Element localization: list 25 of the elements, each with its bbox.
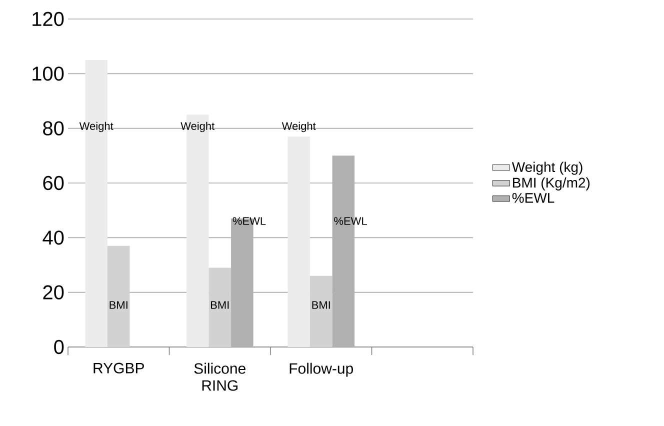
- annotation: %EWL: [334, 217, 367, 225]
- y-tick-label: 60: [43, 176, 64, 190]
- y-tick-label: 0: [54, 340, 64, 354]
- x-tick-label: Silicone RING: [194, 362, 246, 391]
- annotation: BMI: [312, 301, 330, 309]
- x-tick-label: RYGBP: [94, 362, 144, 374]
- legend-label: %EWL: [512, 193, 554, 203]
- bar: [310, 276, 332, 347]
- annotation: BMI: [211, 301, 229, 309]
- y-tick-label: 120: [32, 12, 64, 26]
- annotation: BMI: [110, 301, 128, 309]
- annotation: %EWL: [232, 217, 266, 225]
- y-tick-label: 100: [32, 66, 64, 81]
- annotation: Weight: [282, 122, 316, 132]
- y-tick-label: 80: [43, 121, 64, 136]
- annotation: Weight: [79, 122, 114, 132]
- legend-label: BMI (Kg/m2): [513, 177, 590, 190]
- x-tick-label: Follow-up: [290, 362, 353, 377]
- bar: [107, 246, 130, 347]
- y-tick-label: 40: [42, 230, 64, 245]
- bar: [288, 136, 310, 347]
- y-tick-label: 20: [43, 285, 64, 300]
- annotation: Weight: [180, 122, 215, 132]
- bar: [208, 268, 232, 347]
- legend-label: Weight (kg): [512, 162, 582, 175]
